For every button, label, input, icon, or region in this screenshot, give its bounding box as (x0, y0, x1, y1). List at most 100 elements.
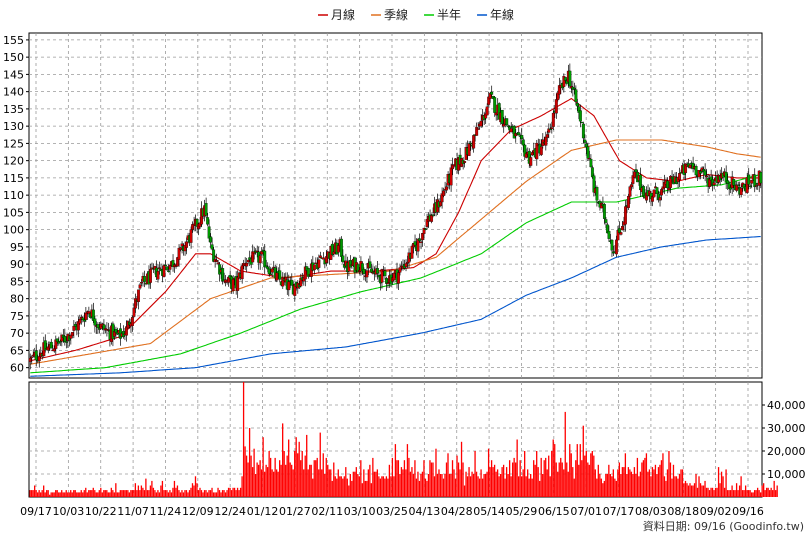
volume-bar (540, 457, 542, 497)
candle-body (341, 255, 345, 263)
volume-bar (357, 474, 359, 497)
candle-body (266, 266, 270, 270)
volume-bar (227, 487, 230, 497)
volume-bar (615, 480, 618, 497)
candle-body (138, 284, 142, 289)
date-tick-label: 01/12 (247, 505, 279, 518)
volume-bar (372, 457, 374, 497)
volume-bar (206, 492, 209, 497)
candle-body (627, 195, 630, 208)
price-tick-label: 100 (3, 224, 24, 237)
volume-bar (85, 487, 87, 497)
volume-bar (493, 464, 496, 497)
volume-bar (418, 480, 421, 497)
volume-bar (274, 457, 276, 497)
volume-bar (109, 492, 111, 497)
volume-bar (139, 490, 141, 497)
volume-bar (563, 469, 565, 497)
candle-body (52, 348, 56, 352)
volume-bar (61, 490, 63, 497)
candle-body (321, 257, 325, 260)
volume-bar (672, 464, 675, 497)
volume-bar (130, 490, 132, 497)
candle-body (615, 239, 618, 255)
volume-bar (429, 460, 431, 497)
price-panel-frame (28, 32, 763, 379)
volume-bar (38, 490, 40, 497)
volume-bar (415, 478, 418, 497)
candle-body (652, 189, 656, 198)
volume-bar (110, 487, 112, 497)
price-tick-label: 75 (10, 310, 24, 323)
candle-body (82, 319, 86, 322)
candle-body (550, 127, 554, 129)
volume-bar (334, 476, 336, 497)
volume-bar (747, 490, 750, 497)
volume-bar (221, 490, 224, 497)
candle-body (164, 264, 167, 267)
volume-bar (393, 476, 395, 497)
volume-bar (100, 487, 102, 497)
volume-bar (176, 485, 179, 497)
candle-body (607, 231, 611, 239)
candle-body (143, 275, 146, 282)
candle-body (583, 139, 587, 143)
volume-bar (522, 469, 524, 497)
candle-body (439, 201, 443, 207)
volume-bar (339, 476, 341, 497)
candle-body (165, 266, 169, 270)
volume-bar (605, 474, 607, 497)
legend-item-month: 月線 (318, 7, 355, 22)
volume-bar (348, 485, 350, 497)
volume-bar (382, 476, 385, 497)
volume-bar (182, 492, 185, 497)
legend: 月線 季線 半年 年線 (318, 7, 514, 22)
candle-body (162, 265, 166, 278)
volume-bar (322, 453, 324, 497)
candle-body (684, 163, 688, 174)
volume-bar (301, 451, 303, 497)
volume-bar (88, 490, 90, 497)
volume-bar (384, 478, 386, 497)
volume-bar (582, 425, 584, 497)
volume-bar (155, 492, 158, 497)
volume-bar (599, 474, 601, 497)
volume-bar (56, 490, 58, 497)
volume-bar (298, 441, 300, 497)
candle-body (602, 204, 606, 219)
volume-bar (277, 471, 279, 497)
volume-bar (654, 464, 657, 497)
volume-bar (587, 462, 589, 497)
volume-bar (645, 453, 648, 497)
price-tick-label: 85 (10, 275, 24, 288)
volume-bar (728, 490, 730, 497)
candle-body (191, 224, 195, 230)
volume-bar (319, 432, 321, 497)
volume-bar (405, 469, 407, 497)
volume-bar (508, 460, 511, 497)
volume-bar (638, 476, 640, 497)
volume-bar (244, 446, 246, 497)
volume-bar (629, 469, 631, 497)
volume-bar (753, 490, 756, 497)
volume-bar (770, 487, 772, 497)
volume-bar (516, 439, 518, 497)
price-tick-label: 65 (10, 344, 24, 357)
volume-bar (471, 471, 473, 497)
volume-bar (690, 485, 693, 497)
volume-bar (490, 460, 493, 497)
volume-bar (104, 490, 106, 497)
volume-bar (439, 474, 442, 497)
candle-body (376, 268, 379, 274)
volume-bar (336, 478, 338, 497)
volume-bar (514, 462, 517, 497)
volume-bar (406, 444, 409, 497)
volume-bar (707, 487, 709, 497)
candle-body (398, 267, 402, 273)
volume-bar (660, 460, 663, 497)
volume-bar (723, 487, 726, 497)
volume-bar (44, 492, 46, 497)
volume-bar (567, 471, 569, 497)
volume-bar (433, 476, 436, 497)
volume-bar (463, 485, 466, 497)
